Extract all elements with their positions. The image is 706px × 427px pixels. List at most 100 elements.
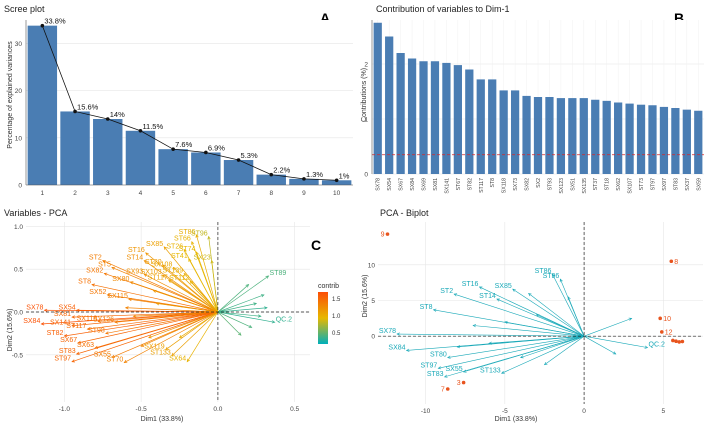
contribution-bar bbox=[659, 106, 669, 174]
variable-arrow-label: ST8 bbox=[78, 279, 91, 286]
biplot-individual-point bbox=[445, 387, 450, 391]
contribution-x-tick-label: ST93 bbox=[547, 178, 553, 191]
scree-data-label: 33.8% bbox=[44, 17, 66, 26]
biplot-individual-point bbox=[659, 330, 664, 334]
contribution-bar bbox=[499, 90, 508, 174]
variable-arrowhead bbox=[129, 281, 134, 285]
legend-gradient-bar bbox=[318, 292, 328, 344]
variable-arrowhead bbox=[248, 324, 253, 328]
contribution-x-tick-label: SX62 bbox=[616, 178, 622, 191]
variable-arrowhead bbox=[171, 352, 175, 357]
biplot-arrowhead bbox=[612, 351, 617, 355]
variable-arrowhead bbox=[265, 275, 270, 279]
scree-bar bbox=[223, 160, 254, 185]
variable-arrow-label: ST112 bbox=[169, 275, 189, 282]
variable-arrowhead bbox=[253, 302, 258, 306]
scree-data-label: 1% bbox=[339, 171, 350, 180]
biplot-arrowhead bbox=[644, 345, 649, 349]
biplot-individual-point bbox=[461, 380, 466, 385]
biplot-arrow bbox=[447, 335, 585, 358]
variable-arrowhead bbox=[63, 334, 68, 338]
biplot-arrowhead bbox=[559, 278, 563, 283]
variables-y-tick-label: 1.0 bbox=[14, 224, 23, 231]
contribution-x-tick-label: SX59 bbox=[696, 178, 702, 191]
contribution-x-tick-label: SX82 bbox=[525, 178, 531, 191]
biplot-x-tick-label: 0 bbox=[582, 408, 586, 415]
contribution-x-tick-label: SX123 bbox=[559, 178, 565, 194]
biplot-arrow bbox=[583, 318, 632, 337]
variable-arrow-label: ST98 bbox=[88, 327, 105, 334]
contribution-bar bbox=[396, 53, 405, 174]
variable-arrow bbox=[133, 311, 218, 317]
scree-x-tick-label: 2 bbox=[73, 190, 77, 197]
variable-arrowhead bbox=[105, 331, 109, 335]
scree-x-tick-label: 10 bbox=[333, 190, 341, 197]
scree-data-labels: 1 33.8% 2 15.6% 3 14% 4 11.5% 5 7.6% 6 6.9% 7 5.3% 8 2.… bbox=[41, 17, 350, 197]
biplot-arrow-label: SX85 bbox=[495, 283, 512, 290]
contribution-bar bbox=[407, 58, 417, 174]
biplot-arrow-label: ST97 bbox=[421, 362, 438, 369]
biplot-y-tick-label: 5 bbox=[371, 298, 375, 305]
variable-arrowhead bbox=[86, 327, 91, 331]
biplot-point-label: 12 bbox=[665, 329, 673, 336]
variable-arrow-label: ST86 bbox=[179, 229, 196, 236]
contribution-x-tick-label: SX118 bbox=[502, 178, 508, 193]
variable-arrow bbox=[163, 246, 219, 313]
variable-arrow-label: SX84 bbox=[23, 318, 40, 325]
biplot-arrowhead bbox=[453, 293, 458, 297]
biplot-arrow-label: ST14 bbox=[479, 293, 496, 300]
contribution-bar bbox=[636, 104, 646, 174]
variable-arrow-label: SX78 bbox=[26, 304, 43, 311]
variable-arrow bbox=[91, 284, 218, 313]
variable-arrowhead bbox=[195, 251, 199, 256]
biplot-arrowhead bbox=[512, 288, 516, 292]
variable-arrow bbox=[196, 234, 219, 313]
contribution-bar bbox=[419, 61, 428, 174]
variable-arrow bbox=[217, 294, 265, 313]
variable-arrow bbox=[188, 258, 219, 313]
contribution-x-tick-label: SX73 bbox=[513, 178, 519, 191]
variable-arrowhead bbox=[123, 359, 128, 363]
contribution-panel: Contribution of variables to Dim-1 B Con… bbox=[361, 4, 704, 194]
variable-arrow-label: SX81 bbox=[54, 311, 71, 318]
biplot-title: PCA - Biplot bbox=[380, 208, 429, 218]
scree-data-label: 15.6% bbox=[77, 102, 99, 111]
scree-data-label: 5.3% bbox=[241, 151, 258, 160]
biplot-arrow bbox=[528, 293, 585, 337]
variable-arrow-label: ST41 bbox=[171, 253, 188, 260]
scree-line-point bbox=[171, 147, 175, 151]
variable-arrow bbox=[124, 311, 219, 363]
contribution-x-tick-label: ST67 bbox=[456, 178, 462, 191]
biplot-arrow-label: ST86 bbox=[535, 268, 552, 275]
scree-bar bbox=[60, 111, 90, 185]
contribution-x-tick-label: SX97 bbox=[662, 178, 668, 191]
contribution-x-tick-label: SX81 bbox=[433, 178, 439, 191]
variable-arrowhead bbox=[103, 272, 108, 276]
variable-arrow-label: ST139 bbox=[162, 267, 183, 274]
biplot-arrowhead bbox=[504, 320, 508, 324]
biplot-arrow-label: ST133 bbox=[480, 367, 501, 374]
variable-arrowhead bbox=[188, 258, 192, 262]
contribution-x-tick-label: ST82 bbox=[467, 178, 473, 191]
variable-arrow-label: ST97 bbox=[54, 356, 71, 363]
scree-line-point bbox=[204, 150, 208, 155]
biplot-arrow-label: ST80 bbox=[430, 352, 447, 359]
scree-bar bbox=[191, 152, 221, 185]
variable-arrow-label: ST82 bbox=[47, 330, 64, 337]
scree-line-point bbox=[73, 109, 77, 114]
biplot-arrowhead bbox=[535, 314, 540, 318]
variable-arrow-label: ST117 bbox=[148, 274, 168, 281]
biplot-arrow bbox=[444, 335, 585, 378]
contribution-bar bbox=[373, 22, 382, 174]
variable-arrow-label: SX63 bbox=[77, 342, 94, 349]
variable-arrow bbox=[217, 311, 275, 323]
scree-x-tick-label: 7 bbox=[237, 190, 241, 197]
variable-arrowhead bbox=[40, 322, 45, 326]
variables-x-tick-label: 0.0 bbox=[213, 406, 222, 413]
biplot-grid: -10 -5 0 5 10 5 0 bbox=[368, 222, 703, 415]
scree-data-label: 2.2% bbox=[273, 166, 290, 175]
variable-arrow bbox=[87, 311, 218, 330]
variable-arrowhead bbox=[140, 343, 145, 347]
variable-arrowhead bbox=[189, 280, 194, 285]
